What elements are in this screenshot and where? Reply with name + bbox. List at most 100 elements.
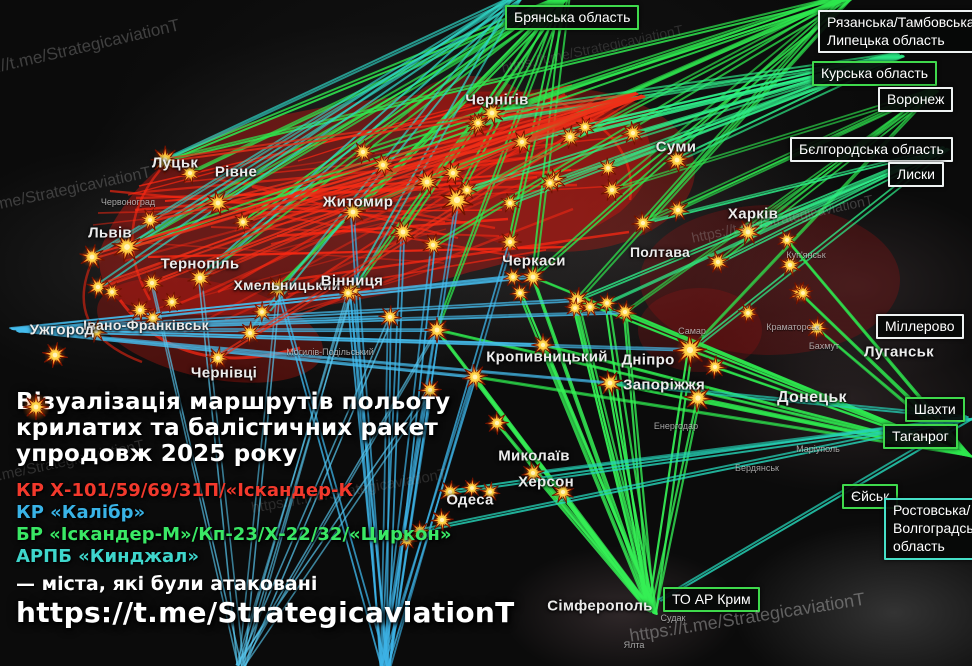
explosion-icon <box>468 113 488 133</box>
route-bryansk-green <box>350 0 561 292</box>
route-kalibr-cyan-sea <box>237 291 349 666</box>
explosion-icon <box>430 508 454 532</box>
explosion-icon <box>520 264 546 290</box>
route-rostov-teal <box>420 417 972 533</box>
explosion-icon <box>551 480 575 504</box>
legend-entry: АРПБ «Кинджал» <box>16 546 199 568</box>
route-kalibr-cyan-sea <box>201 278 245 666</box>
route-kalibr-cyan-west <box>11 328 610 384</box>
route-ryazan-green <box>162 0 828 161</box>
route-ryazan-green <box>165 0 842 162</box>
route-red-north <box>98 95 645 290</box>
route-bryansk-green <box>166 0 565 163</box>
explosion-icon <box>479 100 505 126</box>
route-red-north <box>149 92 639 284</box>
route-kinzhal-teal <box>162 0 508 161</box>
route-crimea-green <box>654 350 694 615</box>
route-bryansk-green <box>434 0 562 331</box>
explosion-icon <box>805 316 829 340</box>
explosion-icon <box>792 282 814 304</box>
explosion-icon <box>600 178 624 202</box>
explosion-icon <box>461 363 489 391</box>
route-crimea-green <box>497 422 656 615</box>
route-crimea-green <box>529 470 649 612</box>
explosion-icon <box>140 271 164 295</box>
route-crimea-green <box>603 300 650 612</box>
route-bryansk-green <box>127 0 565 250</box>
route-crimea-green <box>606 380 650 612</box>
map-title-line: крилатих та балістичних ракет <box>16 414 439 441</box>
map-title-line: упродовж 2025 року <box>16 440 298 467</box>
explosion-icon <box>597 157 619 179</box>
route-red-north <box>147 92 638 220</box>
route-voronezh-green <box>688 88 935 351</box>
route-kalibr-cyan-south <box>387 376 477 666</box>
route-ryazan-green <box>530 0 843 278</box>
route-kalibr-cyan-sea <box>150 281 239 666</box>
route-rostov-teal <box>416 415 967 531</box>
explosion-icon <box>42 342 68 368</box>
explosion-icon <box>150 145 180 175</box>
explosion-icon <box>238 321 262 345</box>
explosion-icon <box>461 477 483 499</box>
route-ryazan-green <box>425 0 840 183</box>
route-red-north <box>162 92 638 160</box>
route-bryansk-green <box>276 0 560 289</box>
route-kalibr-cyan-sea <box>240 329 439 666</box>
route-rostov-teal <box>660 417 972 602</box>
explosion-icon <box>187 265 213 291</box>
route-rostov-green <box>475 376 972 457</box>
route-bryansk-green <box>241 0 558 223</box>
route-red-north <box>240 93 639 223</box>
explosion-icon <box>441 161 465 185</box>
explosion-icon <box>579 296 601 318</box>
route-kalibr-cyan-sea <box>235 388 430 666</box>
route-kalibr-cyan-south <box>383 240 511 666</box>
route-kalibr-cyan-sea <box>197 276 239 666</box>
legend-entry: БР «Іскандер-М»/Кп-23/Х-22/32/«Циркон» <box>16 524 452 546</box>
route-kalibr-cyan-sea <box>237 315 390 666</box>
explosion-icon <box>351 140 375 164</box>
route-kinzhal-teal <box>201 0 522 281</box>
explosion-icon <box>479 481 501 503</box>
explosion-icon <box>161 291 183 313</box>
explosion-icon <box>205 190 231 216</box>
route-kinzhal-teal <box>348 0 513 291</box>
route-ryazan-green <box>639 0 841 223</box>
explosion-icon <box>101 281 123 303</box>
route-voronezh-green <box>642 89 937 225</box>
telegram-channel-url: https://t.me/StrategicaviationT <box>16 596 515 629</box>
route-crimea-green <box>654 397 701 615</box>
explosion-icon <box>621 121 645 145</box>
explosion-icon <box>79 244 105 270</box>
route-kalibr-cyan-south <box>385 316 392 666</box>
map-title: Візуалізація маршрутів польоту крилатих … <box>16 389 452 467</box>
route-voronezh-green <box>625 90 939 314</box>
route-kalibr-cyan-west <box>10 275 513 330</box>
explosion-icon <box>22 393 50 421</box>
route-kalibr-cyan-west <box>18 312 629 333</box>
explosion-icon <box>499 192 521 214</box>
route-kinzhal-teal <box>89 0 510 258</box>
explosion-icon <box>498 230 522 254</box>
explosion-icon <box>337 282 359 304</box>
route-kalibr-cyan-sea <box>152 282 243 666</box>
explosion-icon <box>251 301 273 323</box>
legend-entry: КР Х-101/59/69/31П/«Іскандер-К <box>16 480 354 502</box>
explosion-icon <box>421 233 445 257</box>
explosion-icon <box>84 319 108 343</box>
explosion-icon <box>371 153 395 177</box>
explosion-icon <box>776 229 798 251</box>
explosion-icon <box>232 211 254 233</box>
route-crimea-green <box>649 396 699 613</box>
route-crimea-green <box>530 275 652 613</box>
route-red-north <box>88 92 637 257</box>
explosion-icon <box>531 333 555 357</box>
legend: Візуалізація маршрутів польоту крилатих … <box>16 389 452 595</box>
explosion-icon <box>737 302 759 324</box>
explosion-icon <box>574 116 596 138</box>
legend-entry: КР «Калібр» <box>16 502 146 524</box>
route-ryazan-green <box>577 0 852 303</box>
explosion-icon <box>631 211 655 235</box>
